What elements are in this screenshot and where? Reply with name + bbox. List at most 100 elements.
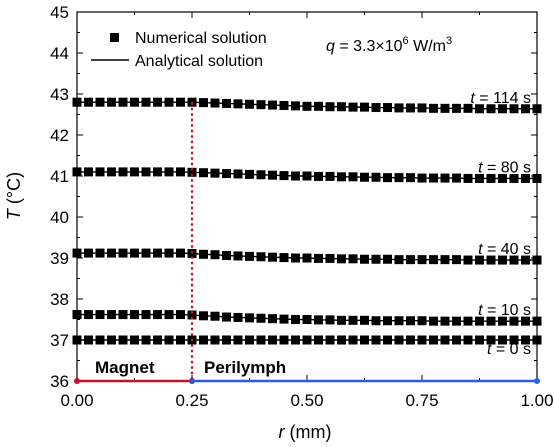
numerical-point — [233, 335, 243, 345]
numerical-point — [440, 316, 450, 326]
legend-label-numerical: Numerical solution — [135, 30, 267, 47]
numerical-point — [498, 316, 507, 326]
x-tick-label: 0.75 — [405, 391, 438, 410]
numerical-point — [417, 173, 427, 183]
numerical-point — [417, 103, 427, 113]
numerical-point — [268, 170, 277, 180]
numerical-point — [199, 98, 208, 108]
numerical-point — [348, 335, 358, 345]
numerical-point — [164, 335, 174, 345]
series-label-symbol: t — [487, 341, 492, 358]
series-label: t = 10 s — [478, 302, 531, 319]
x-axis-unit: (mm) — [285, 422, 332, 442]
numerical-point — [452, 103, 461, 113]
numerical-point — [199, 335, 208, 345]
numerical-point — [498, 173, 507, 183]
series-label-text: = 80 s — [483, 159, 531, 176]
numerical-point — [325, 315, 335, 325]
series-label-symbol: t — [478, 302, 483, 319]
numerical-point — [429, 335, 438, 345]
numerical-point — [371, 172, 381, 182]
numerical-point — [417, 255, 427, 265]
numerical-point — [429, 103, 438, 113]
numerical-point — [187, 248, 197, 258]
numerical-point — [509, 335, 519, 345]
numerical-point — [153, 97, 162, 107]
numerical-point — [118, 335, 128, 345]
numerical-point — [268, 314, 277, 324]
numerical-point — [371, 316, 381, 326]
numerical-point — [463, 255, 473, 265]
heat-source-annotation: q = 3.3×106 W/m3 — [326, 35, 452, 55]
numerical-point — [383, 103, 392, 113]
numerical-point — [245, 169, 254, 179]
numerical-point — [130, 335, 139, 345]
numerical-point — [291, 253, 300, 263]
numerical-point — [222, 312, 231, 322]
numerical-point — [302, 171, 312, 181]
y-tick-label: 38 — [50, 290, 69, 309]
numerical-point — [279, 100, 289, 110]
numerical-point — [256, 313, 266, 323]
numerical-point — [141, 97, 151, 107]
x-axis-symbol: r — [279, 422, 286, 442]
numerical-point — [371, 335, 381, 345]
numerical-point — [279, 171, 289, 181]
numerical-point — [164, 167, 174, 177]
numerical-point — [268, 335, 277, 345]
numerical-point — [95, 248, 105, 258]
numerical-point — [360, 172, 369, 182]
numerical-point — [268, 100, 277, 110]
numerical-point — [118, 97, 128, 107]
y-tick-label: 42 — [50, 126, 69, 145]
y-tick-label: 37 — [50, 331, 69, 350]
numerical-point — [532, 104, 542, 114]
numerical-point — [72, 97, 82, 107]
heat-source-exponent: 6 — [403, 35, 409, 47]
numerical-point — [256, 170, 266, 180]
y-tick-label: 45 — [50, 3, 69, 22]
numerical-point — [210, 168, 220, 178]
numerical-point — [394, 316, 404, 326]
y-tick-label: 36 — [50, 372, 69, 391]
numerical-point — [509, 173, 519, 183]
numerical-point — [245, 335, 254, 345]
heat-source-unit: W/m — [409, 38, 446, 55]
heat-source-unit-exponent: 3 — [446, 35, 452, 47]
numerical-point — [394, 255, 404, 265]
numerical-point — [210, 250, 220, 260]
legend: Numerical solution Analytical solution — [91, 30, 267, 70]
legend-label-analytical: Analytical solution — [135, 53, 263, 70]
numerical-point — [187, 167, 197, 177]
numerical-point — [245, 313, 254, 323]
numerical-point — [337, 315, 346, 325]
numerical-point — [452, 335, 461, 345]
numerical-point — [406, 255, 415, 265]
numerical-point — [268, 252, 277, 262]
x-tick-label: 0.00 — [60, 391, 93, 410]
numerical-point — [302, 101, 312, 111]
numerical-point — [279, 253, 289, 263]
numerical-point — [440, 173, 450, 183]
numerical-point — [417, 316, 427, 326]
y-tick-label: 40 — [50, 208, 69, 227]
numerical-point — [164, 248, 174, 258]
x-tick-label: 1.00 — [520, 391, 553, 410]
numerical-point — [498, 255, 507, 265]
numerical-point — [325, 335, 335, 345]
numerical-point — [222, 98, 231, 108]
numerical-point — [348, 102, 358, 112]
numerical-point — [440, 103, 450, 113]
legend-marker-numerical — [110, 33, 119, 42]
numerical-point — [279, 314, 289, 324]
numerical-point — [486, 255, 496, 265]
numerical-point — [233, 169, 243, 179]
y-tick-label: 43 — [50, 85, 69, 104]
series-label-text: = 40 s — [483, 241, 531, 258]
numerical-point — [325, 102, 335, 112]
numerical-point — [383, 335, 392, 345]
numerical-point — [521, 173, 530, 183]
numerical-point — [95, 97, 105, 107]
numerical-point — [176, 248, 185, 258]
